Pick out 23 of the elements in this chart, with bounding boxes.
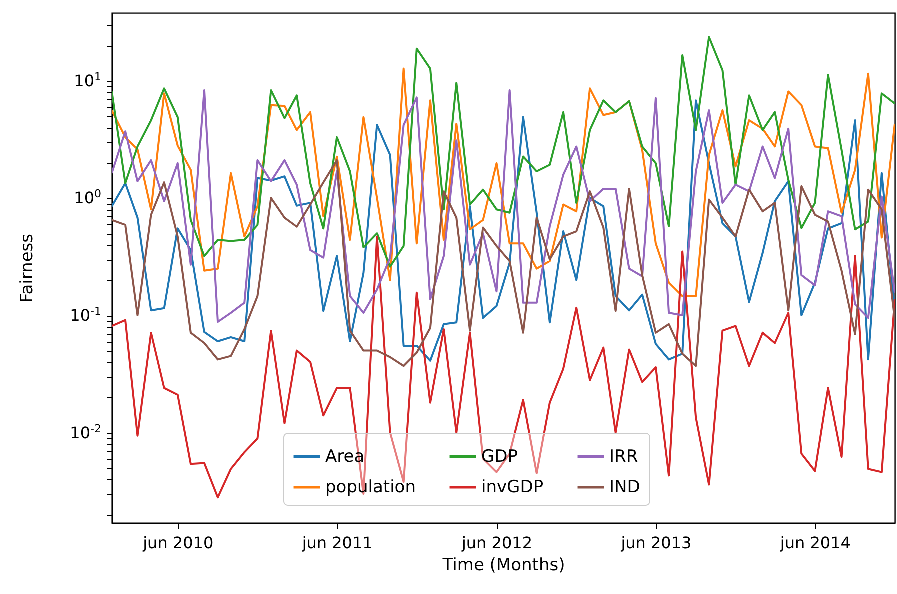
x-tick-label: jun 2013 — [620, 534, 692, 552]
y-tick-label: 10$^{-1}$ — [70, 304, 102, 326]
x-axis-title: Time (Months) — [442, 556, 566, 576]
x-tick-label: jun 2010 — [142, 534, 214, 552]
line-series — [112, 159, 895, 368]
y-tick-label: 10$^{-2}$ — [70, 422, 102, 442]
line-series — [112, 89, 895, 324]
x-tick-label: jun 2011 — [301, 534, 373, 552]
legend-label: IND — [610, 478, 640, 498]
legend-label: IRR — [610, 446, 638, 467]
line-series — [112, 36, 895, 268]
line-series — [112, 236, 895, 499]
x-tick-label: jun 2012 — [460, 534, 533, 552]
legend-label: invGDP — [482, 478, 544, 498]
legend-label: population — [326, 478, 416, 498]
line-series — [112, 68, 895, 298]
y-tick-label: 10$^{0}$ — [74, 187, 102, 208]
x-tick-label: jun 2014 — [779, 534, 851, 552]
y-axis-title: Fairness — [18, 234, 38, 303]
line-series — [112, 100, 895, 362]
legend-label: Area — [326, 446, 365, 467]
legend-label: GDP — [482, 446, 518, 467]
y-tick-label: 10$^{1}$ — [74, 70, 102, 90]
